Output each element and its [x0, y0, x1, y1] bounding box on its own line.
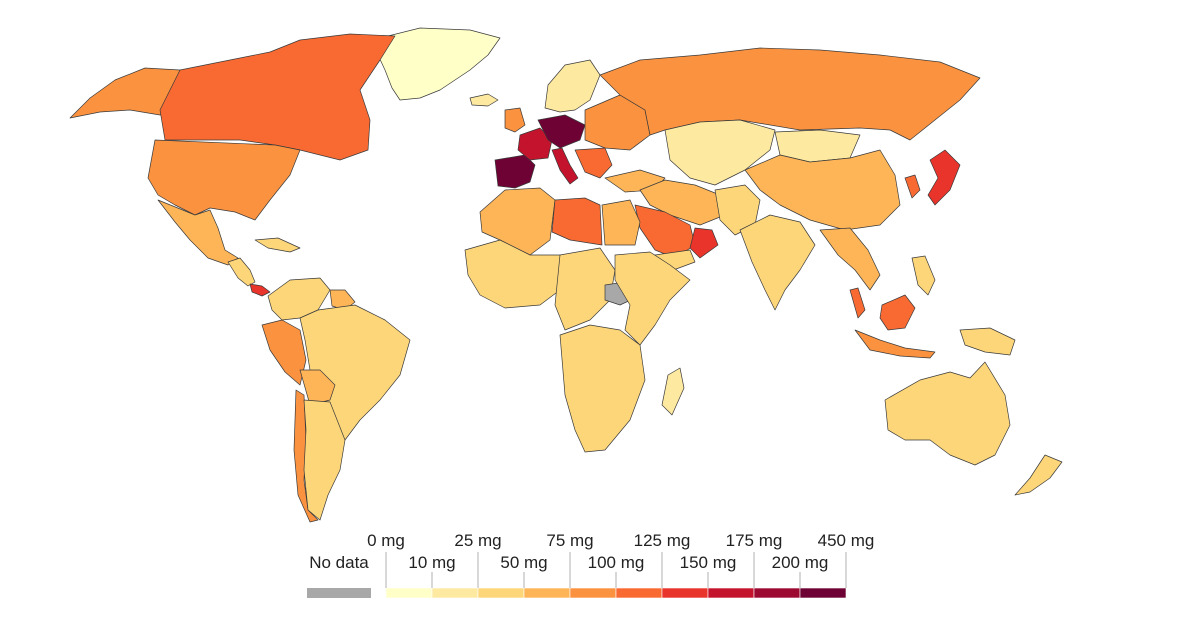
legend-swatch-4	[569, 587, 617, 599]
region-new-zealand[interactable]	[1014, 454, 1063, 496]
region-balkans[interactable]	[574, 147, 613, 179]
legend-label-10: 450 mg	[818, 531, 875, 550]
legend-no-data-label: No data	[309, 553, 369, 572]
region-egypt[interactable]	[601, 199, 641, 246]
region-argentina[interactable]	[303, 399, 346, 521]
region-india[interactable]	[739, 214, 816, 311]
region-southeast-asia[interactable]	[819, 227, 881, 291]
region-bolivia[interactable]	[299, 369, 336, 406]
legend-swatch-5	[615, 587, 663, 599]
region-east-africa[interactable]	[614, 251, 691, 346]
legend-label-7: 150 mg	[680, 553, 737, 572]
legend-swatch-9	[799, 587, 847, 599]
region-uk-ireland[interactable]	[504, 107, 526, 133]
region-peru[interactable]	[261, 319, 307, 386]
legend-label-2: 25 mg	[454, 531, 501, 550]
region-central-america[interactable]	[227, 257, 256, 287]
region-scandinavia[interactable]	[544, 59, 601, 113]
region-madagascar[interactable]	[661, 367, 685, 416]
region-china[interactable]	[744, 149, 901, 231]
region-japan[interactable]	[927, 149, 961, 206]
region-southern-africa[interactable]	[559, 324, 646, 453]
region-germany-central[interactable]	[537, 114, 586, 149]
region-kazakhstan-central-asia[interactable]	[664, 119, 776, 186]
legend-swatch-0	[385, 587, 433, 599]
region-usa[interactable]	[147, 139, 301, 221]
region-west-africa[interactable]	[464, 239, 566, 309]
legend-label-0: 0 mg	[367, 531, 405, 550]
legend-label-8: 175 mg	[726, 531, 783, 550]
legend-swatch-2	[477, 587, 525, 599]
region-korea[interactable]	[904, 174, 921, 199]
legend-label-3: 50 mg	[500, 553, 547, 572]
region-cuba[interactable]	[254, 237, 301, 253]
region-central-africa[interactable]	[554, 247, 616, 331]
legend-label-6: 125 mg	[634, 531, 691, 550]
region-malaysia[interactable]	[849, 287, 866, 319]
region-oman[interactable]	[689, 227, 719, 259]
region-libya[interactable]	[551, 197, 603, 246]
legend-swatch-6	[661, 587, 709, 599]
region-iceland[interactable]	[469, 93, 499, 107]
region-france[interactable]	[517, 127, 553, 161]
legend-label-4: 75 mg	[546, 531, 593, 550]
legend-swatch-1	[431, 587, 479, 599]
countries-layer	[69, 27, 1063, 523]
legend-label-9: 200 mg	[772, 553, 829, 572]
region-iberia[interactable]	[494, 154, 536, 189]
region-morocco-algeria[interactable]	[479, 187, 556, 256]
region-panama[interactable]	[249, 283, 271, 297]
region-papua[interactable]	[959, 327, 1016, 356]
legend-swatch-7	[707, 587, 755, 599]
region-italy[interactable]	[551, 147, 579, 185]
region-philippines[interactable]	[911, 255, 936, 296]
region-indonesia[interactable]	[854, 329, 936, 359]
legend-swatch-8	[753, 587, 801, 599]
region-australia[interactable]	[884, 361, 1011, 466]
region-mexico[interactable]	[157, 199, 239, 266]
legend-label-1: 10 mg	[408, 553, 455, 572]
legend-no-data-swatch	[307, 588, 371, 598]
region-borneo[interactable]	[879, 294, 916, 331]
region-russia[interactable]	[599, 47, 981, 141]
region-canada[interactable]	[159, 33, 396, 161]
region-greenland[interactable]	[371, 27, 501, 101]
legend-swatch-3	[523, 587, 571, 599]
legend-label-5: 100 mg	[588, 553, 645, 572]
